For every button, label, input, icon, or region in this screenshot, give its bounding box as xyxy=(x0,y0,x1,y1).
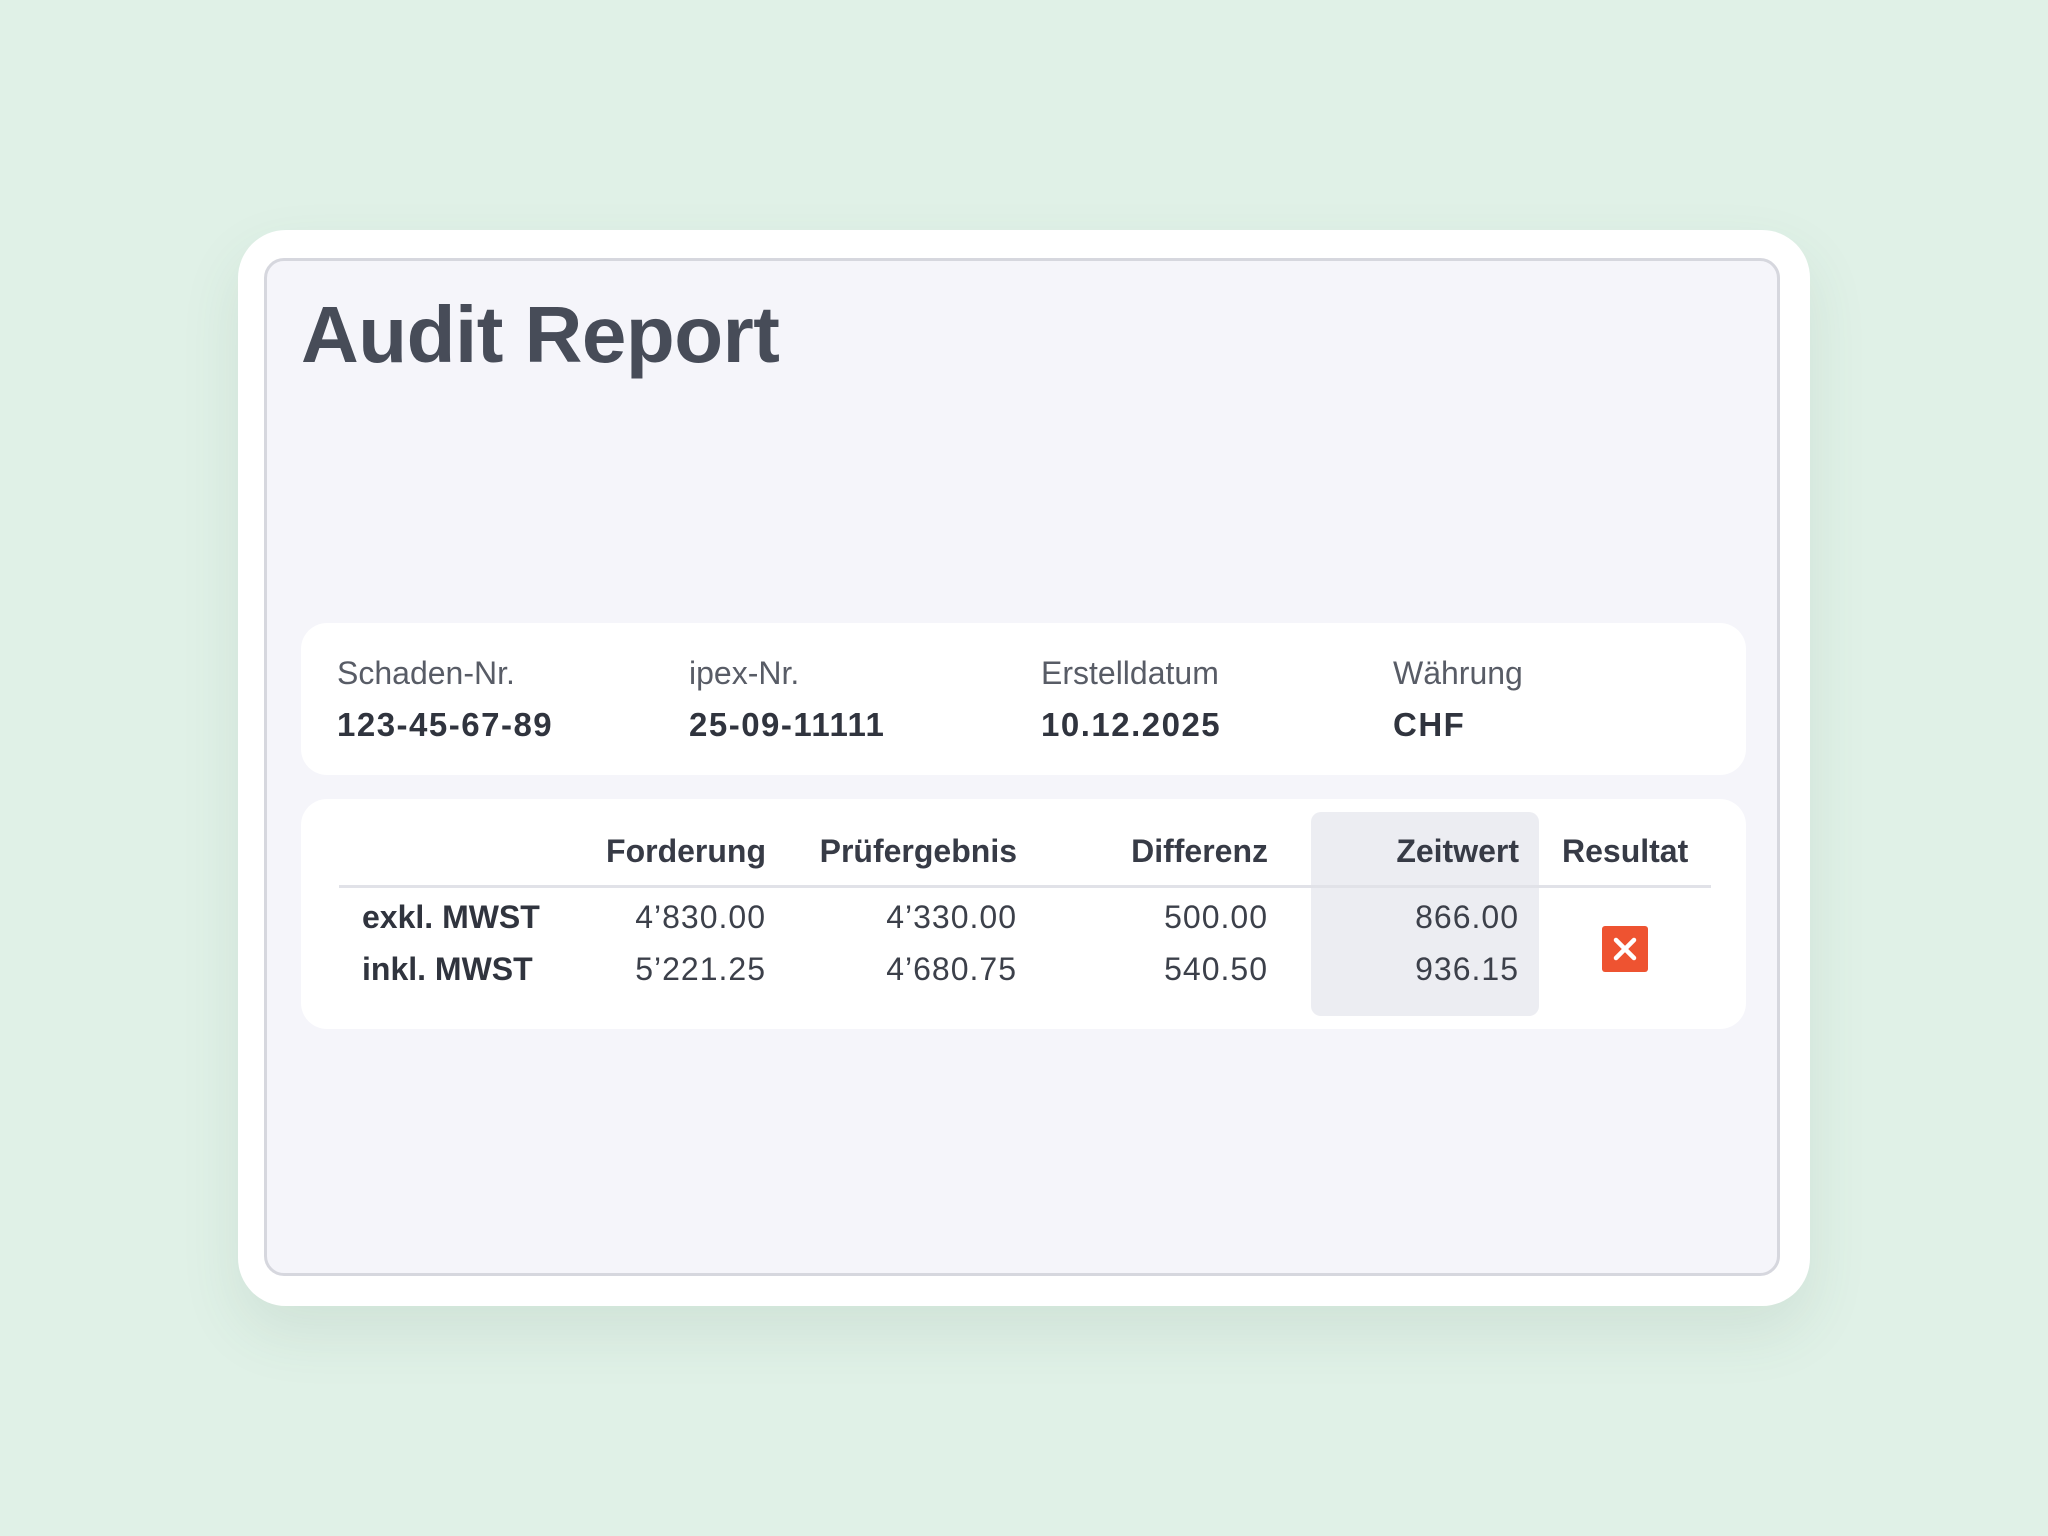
info-value: 123-45-67-89 xyxy=(337,706,554,743)
info-field-schaden-nr: Schaden-Nr. 123-45-67-89 xyxy=(337,653,553,745)
info-field-erstelldatum: Erstelldatum 10.12.2025 xyxy=(1041,653,1221,745)
result-reject-badge xyxy=(1602,926,1648,972)
info-label: Erstelldatum xyxy=(1041,655,1219,691)
claim-info-card: Schaden-Nr. 123-45-67-89 ipex-Nr. 25-09-… xyxy=(301,623,1746,775)
column-header-pruefergebnis: Prüfergebnis xyxy=(819,833,1017,869)
column-header-zeitwert: Zeitwert xyxy=(1396,833,1519,869)
info-value: CHF xyxy=(1393,706,1466,743)
column-header-forderung: Forderung xyxy=(606,833,766,869)
info-label: Währung xyxy=(1393,655,1523,691)
cell-forderung: 4’830.00 xyxy=(635,899,766,935)
zeitwert-column-highlight xyxy=(1311,812,1539,1016)
row-label-inkl-mwst: inkl. MWST xyxy=(362,951,533,987)
cell-differenz: 500.00 xyxy=(1164,899,1268,935)
report-panel: Audit Report Schaden-Nr. 123-45-67-89 ip… xyxy=(264,258,1780,1276)
info-value: 10.12.2025 xyxy=(1041,706,1222,743)
info-value: 25-09-11111 xyxy=(689,706,886,743)
report-frame: Audit Report Schaden-Nr. 123-45-67-89 ip… xyxy=(238,230,1810,1306)
row-label-exkl-mwst: exkl. MWST xyxy=(362,899,540,935)
cell-zeitwert: 936.15 xyxy=(1415,951,1519,987)
info-field-waehrung: Währung CHF xyxy=(1393,653,1523,745)
page-title: Audit Report xyxy=(301,290,780,379)
cell-differenz: 540.50 xyxy=(1164,951,1268,987)
info-label: Schaden-Nr. xyxy=(337,655,515,691)
header-divider xyxy=(339,885,1711,888)
cell-zeitwert: 866.00 xyxy=(1415,899,1519,935)
info-field-ipex-nr: ipex-Nr. 25-09-11111 xyxy=(689,653,885,745)
cell-pruefergebnis: 4’680.75 xyxy=(886,951,1017,987)
column-header-differenz: Differenz xyxy=(1131,833,1268,869)
cell-pruefergebnis: 4’330.00 xyxy=(886,899,1017,935)
audit-table: Forderung Prüfergebnis Differenz Zeitwer… xyxy=(301,799,1746,1029)
cell-forderung: 5’221.25 xyxy=(635,951,766,987)
column-header-resultat: Resultat xyxy=(1562,833,1689,869)
close-icon xyxy=(1613,937,1637,961)
info-label: ipex-Nr. xyxy=(689,655,800,691)
